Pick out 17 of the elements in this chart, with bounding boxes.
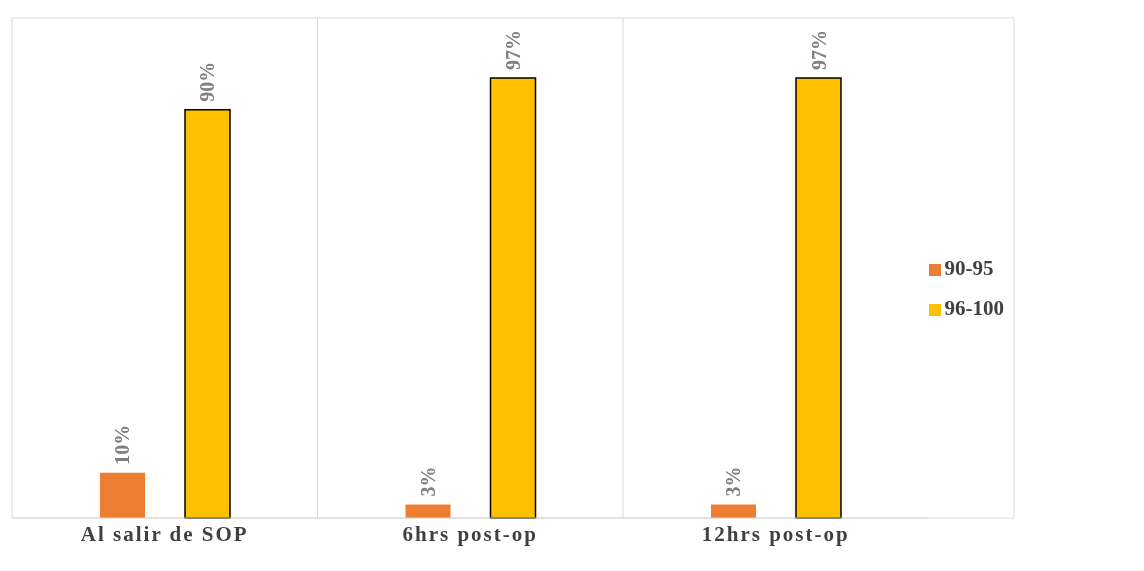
x-tick-label: 6hrs post-op (402, 521, 538, 546)
x-tick-label: 12hrs post-op (701, 521, 850, 546)
x-tick-label: Al salir de SOP (80, 521, 249, 546)
bar (711, 504, 756, 518)
data-label: 3% (417, 466, 439, 497)
bar (795, 77, 842, 519)
bar (184, 109, 231, 519)
data-label: 97% (502, 30, 524, 70)
bar (100, 472, 145, 518)
data-label: 90% (196, 61, 219, 102)
bar (489, 77, 537, 519)
data-label: 97% (807, 30, 830, 70)
bar (405, 504, 451, 518)
legend-label: 96-100 (944, 296, 1004, 320)
data-label: 3% (722, 466, 745, 497)
data-label: 10% (111, 424, 134, 465)
legend-label: 90-95 (944, 256, 994, 280)
